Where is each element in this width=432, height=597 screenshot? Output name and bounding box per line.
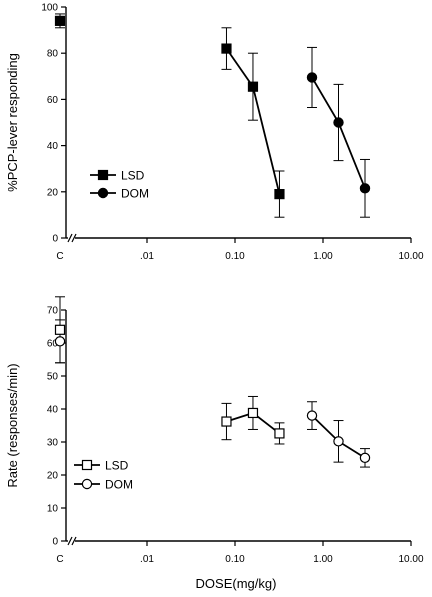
x-tick-label: .01 bbox=[140, 554, 154, 565]
legend-marker-lsd bbox=[97, 169, 109, 181]
x-tick-label: 1.00 bbox=[313, 251, 333, 262]
data-point-dom bbox=[306, 72, 318, 83]
y-tick-label: 40 bbox=[47, 141, 59, 152]
data-point-lsd bbox=[274, 428, 285, 439]
y-tick-label: 0 bbox=[52, 234, 58, 245]
data-point-lsd bbox=[247, 81, 259, 92]
axis-break-mark bbox=[67, 233, 73, 243]
y-tick-label: 100 bbox=[41, 3, 58, 14]
top-panel-pcp-lever-responding: 0 20 40 60 80 100 C .01 0.10 1.00 10.00 %PCP-lever … bbox=[5, 3, 424, 263]
y-axis-title: Rate (responses/min) bbox=[5, 363, 20, 487]
y-tick-label: 20 bbox=[47, 471, 59, 482]
x-tick-label: 10.00 bbox=[398, 554, 423, 565]
data-point-lsd bbox=[274, 189, 285, 200]
bottom-panel-response-rate: 0 10 20 30 40 50 60 70 C .01 0.10 1.00 10.00 Rate (re… bbox=[5, 296, 424, 591]
y-tick-label: 50 bbox=[47, 372, 59, 383]
y-tick-label: 60 bbox=[47, 339, 59, 350]
legend-label-lsd: LSD bbox=[105, 459, 129, 473]
data-point-lsd bbox=[221, 416, 232, 427]
data-point-lsd bbox=[221, 43, 232, 54]
control-point bbox=[54, 15, 66, 26]
data-point-dom bbox=[359, 183, 371, 194]
data-point-dom bbox=[333, 117, 344, 128]
legend-label-lsd: LSD bbox=[121, 169, 145, 183]
x-tick-label: C bbox=[56, 554, 63, 565]
x-tick-label: .01 bbox=[140, 251, 154, 262]
data-point-dom bbox=[359, 452, 371, 464]
y-tick-label: 70 bbox=[47, 306, 59, 317]
x-tick-label: 10.00 bbox=[398, 251, 423, 262]
x-tick-label: 0.10 bbox=[225, 554, 245, 565]
legend-marker-dom bbox=[81, 478, 93, 490]
axis-break-mark bbox=[67, 536, 73, 546]
y-tick-label: 20 bbox=[47, 187, 59, 198]
axis-break-mark bbox=[71, 233, 77, 243]
data-point-dom bbox=[306, 410, 318, 421]
y-axis-title: %PCP-lever responding bbox=[5, 53, 20, 192]
y-tick-label: 60 bbox=[47, 95, 59, 106]
y-tick-label: 0 bbox=[52, 537, 58, 548]
x-axis-title: DOSE(mg/kg) bbox=[196, 576, 277, 591]
y-tick-label: 10 bbox=[47, 504, 59, 515]
y-tick-label: 30 bbox=[47, 438, 59, 449]
legend-label-dom: DOM bbox=[105, 478, 133, 492]
x-tick-label: 1.00 bbox=[313, 554, 333, 565]
data-point-lsd bbox=[247, 407, 259, 419]
legend-marker-dom bbox=[97, 187, 109, 199]
x-tick-label: 0.10 bbox=[225, 251, 245, 262]
data-point-dom bbox=[333, 436, 344, 447]
y-tick-label: 80 bbox=[47, 49, 59, 60]
axis-break-mark bbox=[71, 536, 77, 546]
legend-label-dom: DOM bbox=[121, 187, 149, 201]
legend-marker-lsd bbox=[81, 459, 93, 471]
y-tick-label: 40 bbox=[47, 405, 59, 416]
control-point-lsd bbox=[54, 324, 66, 335]
x-tick-label: C bbox=[56, 251, 63, 262]
control-point-dom bbox=[54, 336, 66, 347]
